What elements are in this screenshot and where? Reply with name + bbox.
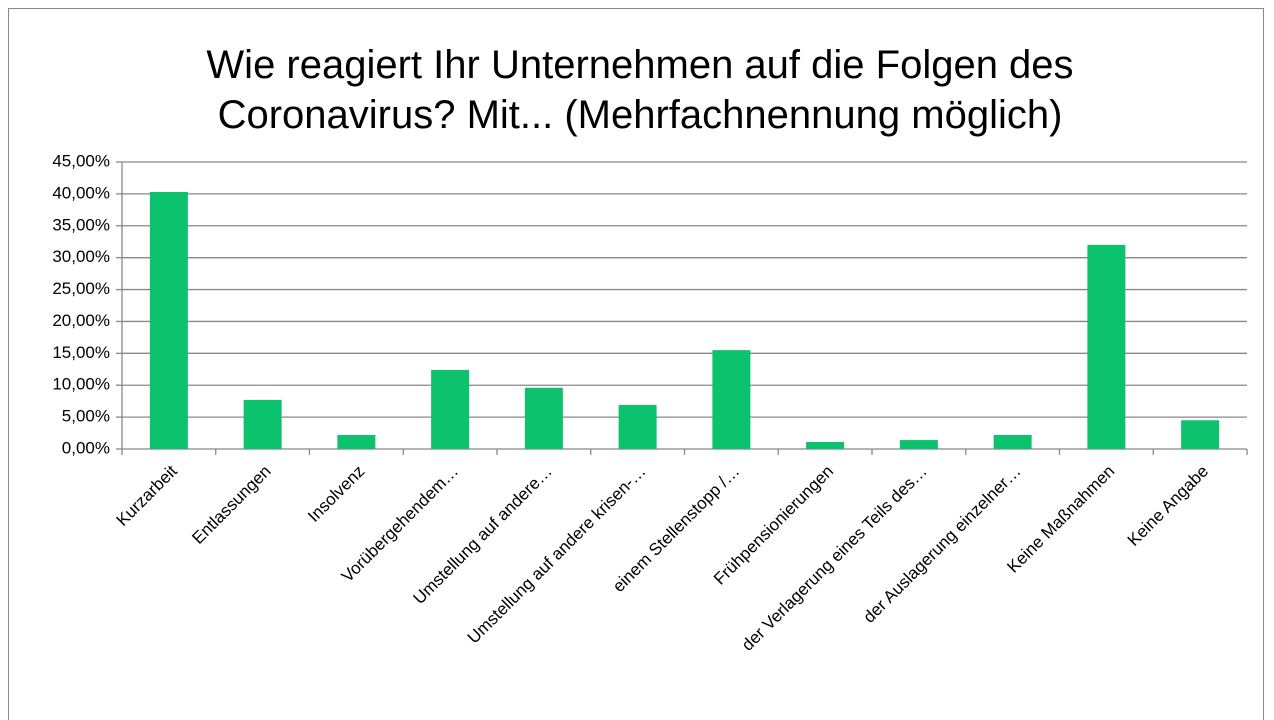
y-tick-label: 10,00% — [52, 375, 110, 394]
chart-title: Wie reagiert Ihr Unternehmen auf die Fol… — [206, 43, 1074, 137]
bar — [899, 440, 938, 449]
bar — [243, 399, 282, 449]
y-tick-label: 15,00% — [52, 343, 110, 362]
bar — [524, 387, 563, 449]
x-tick-label: Kurzarbeit — [113, 461, 181, 529]
x-tick-label: Entlassungen — [188, 462, 274, 548]
chart-frame — [8, 8, 1264, 720]
y-tick-label: 25,00% — [52, 279, 110, 298]
y-tick-label: 40,00% — [52, 183, 110, 202]
y-tick-label: 45,00% — [52, 151, 110, 170]
y-tick-label: 5,00% — [62, 407, 110, 426]
y-tick-label: 20,00% — [52, 311, 110, 330]
bar — [337, 434, 376, 449]
x-tick-label: Insolvenz — [304, 462, 368, 526]
bar — [712, 350, 751, 449]
bar — [806, 441, 845, 449]
x-tick-label: Umstellung auf andere krisen-… — [464, 462, 650, 648]
x-tick-label: der Verlagerung eines Teils des… — [738, 462, 931, 655]
bar — [1087, 244, 1126, 449]
y-tick-label: 0,00% — [62, 438, 110, 457]
bar — [431, 369, 470, 449]
bar — [618, 404, 657, 449]
y-tick-label: 35,00% — [52, 215, 110, 234]
bar — [149, 191, 188, 449]
x-tick-label: Keine Angabe — [1124, 462, 1212, 550]
bar — [1181, 420, 1220, 449]
y-tick-label: 30,00% — [52, 247, 110, 266]
bar — [993, 434, 1032, 449]
x-tick-label: der Auslagerung einzelner… — [859, 462, 1024, 627]
